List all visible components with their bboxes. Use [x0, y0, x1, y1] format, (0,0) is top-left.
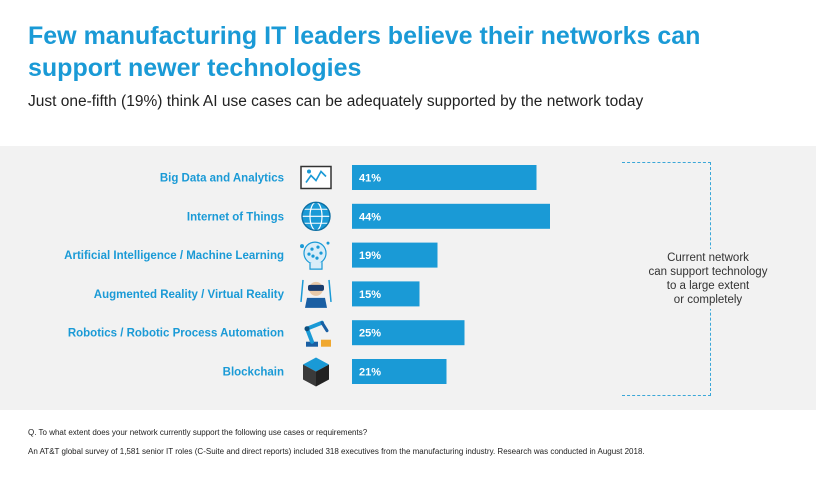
bar-row: Artificial Intelligence / Machine Learni… — [64, 241, 438, 270]
value-label: 41% — [359, 173, 381, 185]
survey-note: An AT&T global survey of 1,581 senior IT… — [28, 447, 645, 456]
vr-headset-icon — [300, 279, 332, 308]
bar — [352, 320, 465, 346]
bar-row: Big Data and Analytics 41% — [160, 165, 537, 190]
bracket-label: Current network can support technology t… — [636, 249, 780, 309]
category-label: Augmented Reality / Virtual Reality — [94, 289, 285, 301]
value-label: 44% — [359, 211, 381, 223]
chart-panel: Big Data and Analytics 41% Internet of Thi… — [0, 146, 816, 410]
category-label: Robotics / Robotic Process Automation — [68, 328, 284, 340]
category-label: Internet of Things — [187, 211, 284, 223]
bar-row: Blockchain 21% — [223, 357, 447, 387]
bar — [352, 359, 447, 384]
value-label: 15% — [359, 289, 381, 301]
category-label: Artificial Intelligence / Machine Learni… — [64, 250, 284, 262]
bar — [352, 242, 438, 268]
bar-row: Robotics / Robotic Process Automation 25% — [68, 320, 465, 347]
ai-head-icon — [300, 241, 330, 270]
value-label: 25% — [359, 328, 381, 340]
bar — [352, 203, 550, 229]
robot-arm-icon — [304, 320, 331, 347]
bar-row: Internet of Things 44% — [187, 201, 550, 232]
bar-chart: Big Data and Analytics 41% Internet of Thi… — [64, 165, 550, 387]
category-label: Blockchain — [223, 367, 284, 379]
bar-row: Augmented Reality / Virtual Reality 15% — [94, 279, 420, 308]
page-title: Few manufacturing IT leaders believe the… — [28, 22, 701, 82]
blockchain-cube-icon — [303, 357, 329, 387]
bar — [352, 165, 537, 190]
page-subtitle: Just one-fifth (19%) think AI use cases … — [28, 93, 644, 110]
bar — [352, 281, 420, 307]
category-label: Big Data and Analytics — [160, 173, 284, 185]
globe-icon — [301, 201, 331, 232]
value-label: 21% — [359, 367, 381, 379]
survey-question: Q. To what extent does your network curr… — [28, 428, 368, 437]
chart-screen-icon — [300, 165, 332, 190]
value-label: 19% — [359, 250, 381, 262]
